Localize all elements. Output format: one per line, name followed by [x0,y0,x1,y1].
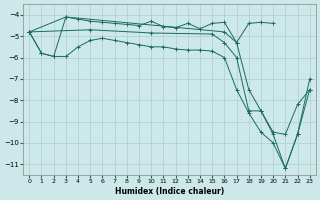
X-axis label: Humidex (Indice chaleur): Humidex (Indice chaleur) [115,187,224,196]
